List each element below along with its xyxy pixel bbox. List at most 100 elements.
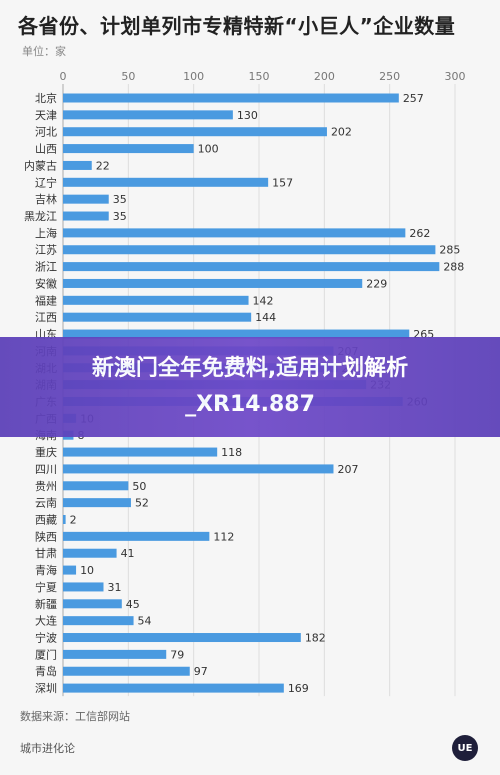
value-label: 35 <box>113 210 127 223</box>
category-label: 上海 <box>35 226 57 240</box>
category-label: 厦门 <box>35 647 57 661</box>
category-label: 大连 <box>35 614 57 628</box>
value-label: 31 <box>108 581 122 594</box>
bar <box>63 599 122 609</box>
value-label: 285 <box>439 244 460 257</box>
category-label: 深圳 <box>35 682 57 695</box>
value-label: 22 <box>96 159 110 172</box>
category-label: 江西 <box>35 311 57 324</box>
bar <box>63 666 190 676</box>
value-label: 100 <box>198 143 219 156</box>
bar <box>63 93 399 103</box>
category-label: 天津 <box>35 109 57 122</box>
x-tick-label: 200 <box>314 70 335 83</box>
bar <box>63 565 77 575</box>
value-label: 130 <box>237 109 258 122</box>
category-label: 陕西 <box>35 529 57 543</box>
bar <box>63 515 66 524</box>
banner-text: 新澳门全年免费料,适用计划解析_XR14.887 <box>91 356 409 417</box>
x-tick-label: 300 <box>445 70 466 83</box>
chart-title: 各省份、计划单列市专精特新“小巨人”企业数量 <box>18 14 456 38</box>
bar <box>63 110 233 120</box>
x-tick-label: 250 <box>379 70 400 83</box>
bar <box>63 295 249 305</box>
promo-banner[interactable]: 新澳门全年免费料,适用计划解析_XR14.887 <box>0 337 500 437</box>
category-label: 福建 <box>35 293 57 307</box>
value-label: 202 <box>331 126 352 139</box>
category-label: 新疆 <box>35 597 57 611</box>
brand-name: 城市进化论 <box>20 742 75 755</box>
value-label: 2 <box>70 514 77 527</box>
category-label: 四川 <box>35 463 57 476</box>
value-label: 50 <box>132 480 146 493</box>
value-label: 229 <box>366 277 387 290</box>
bar <box>63 616 134 626</box>
x-tick-label: 100 <box>183 70 204 83</box>
value-label: 182 <box>305 632 326 645</box>
value-label: 262 <box>409 227 430 240</box>
bar <box>63 312 252 322</box>
category-label: 安徽 <box>35 276 57 290</box>
value-label: 52 <box>135 497 149 510</box>
bar <box>63 464 334 474</box>
value-label: 54 <box>138 615 152 628</box>
value-label: 118 <box>221 446 242 459</box>
value-label: 79 <box>170 648 184 661</box>
bar <box>63 262 440 272</box>
value-label: 169 <box>288 682 309 695</box>
bar <box>63 211 109 221</box>
bar <box>63 194 109 204</box>
category-label: 内蒙古 <box>24 158 57 172</box>
bar <box>63 481 129 491</box>
value-label: 35 <box>113 193 127 206</box>
bar <box>63 531 210 541</box>
value-label: 144 <box>255 311 276 324</box>
value-label: 97 <box>194 665 208 678</box>
value-label: 45 <box>126 598 140 611</box>
category-label: 宁夏 <box>35 580 57 594</box>
x-tick-label: 150 <box>249 70 270 83</box>
category-label: 吉林 <box>35 192 57 206</box>
value-label: 207 <box>337 463 358 476</box>
category-label: 北京 <box>35 91 57 105</box>
value-label: 288 <box>443 261 464 274</box>
category-label: 辽宁 <box>35 175 57 189</box>
bar <box>63 498 131 508</box>
category-label: 西藏 <box>35 514 57 527</box>
data-source: 数据来源：工信部网站 <box>20 710 130 723</box>
category-label: 江苏 <box>35 244 57 257</box>
category-label: 河北 <box>35 126 57 139</box>
bar <box>63 582 104 592</box>
bar <box>63 228 406 238</box>
category-label: 重庆 <box>35 445 57 459</box>
category-label: 贵州 <box>35 480 57 493</box>
value-label: 112 <box>213 530 234 543</box>
category-label: 青岛 <box>35 664 57 678</box>
category-label: 云南 <box>35 497 57 510</box>
bar <box>63 278 363 288</box>
x-tick-label: 0 <box>60 70 67 83</box>
category-label: 甘肃 <box>35 547 57 560</box>
bar <box>63 548 117 558</box>
value-label: 157 <box>272 176 293 189</box>
category-label: 青海 <box>35 563 57 577</box>
bar <box>63 329 410 339</box>
bar <box>63 127 327 137</box>
bar <box>63 245 436 255</box>
value-label: 257 <box>403 92 424 105</box>
bar <box>63 447 218 457</box>
unit-label: 单位：家 <box>22 45 66 58</box>
value-label: 142 <box>253 294 274 307</box>
value-label: 10 <box>80 564 94 577</box>
category-label: 黑龙江 <box>24 210 57 223</box>
value-label: 41 <box>121 547 135 560</box>
bar <box>63 683 284 693</box>
bar <box>63 160 92 170</box>
bar <box>63 144 194 154</box>
bar <box>63 177 269 187</box>
brand-logo-icon: UE <box>452 735 478 761</box>
category-label: 宁波 <box>35 631 57 645</box>
x-tick-label: 50 <box>121 70 135 83</box>
bar <box>63 649 167 659</box>
category-label: 山西 <box>35 143 57 156</box>
